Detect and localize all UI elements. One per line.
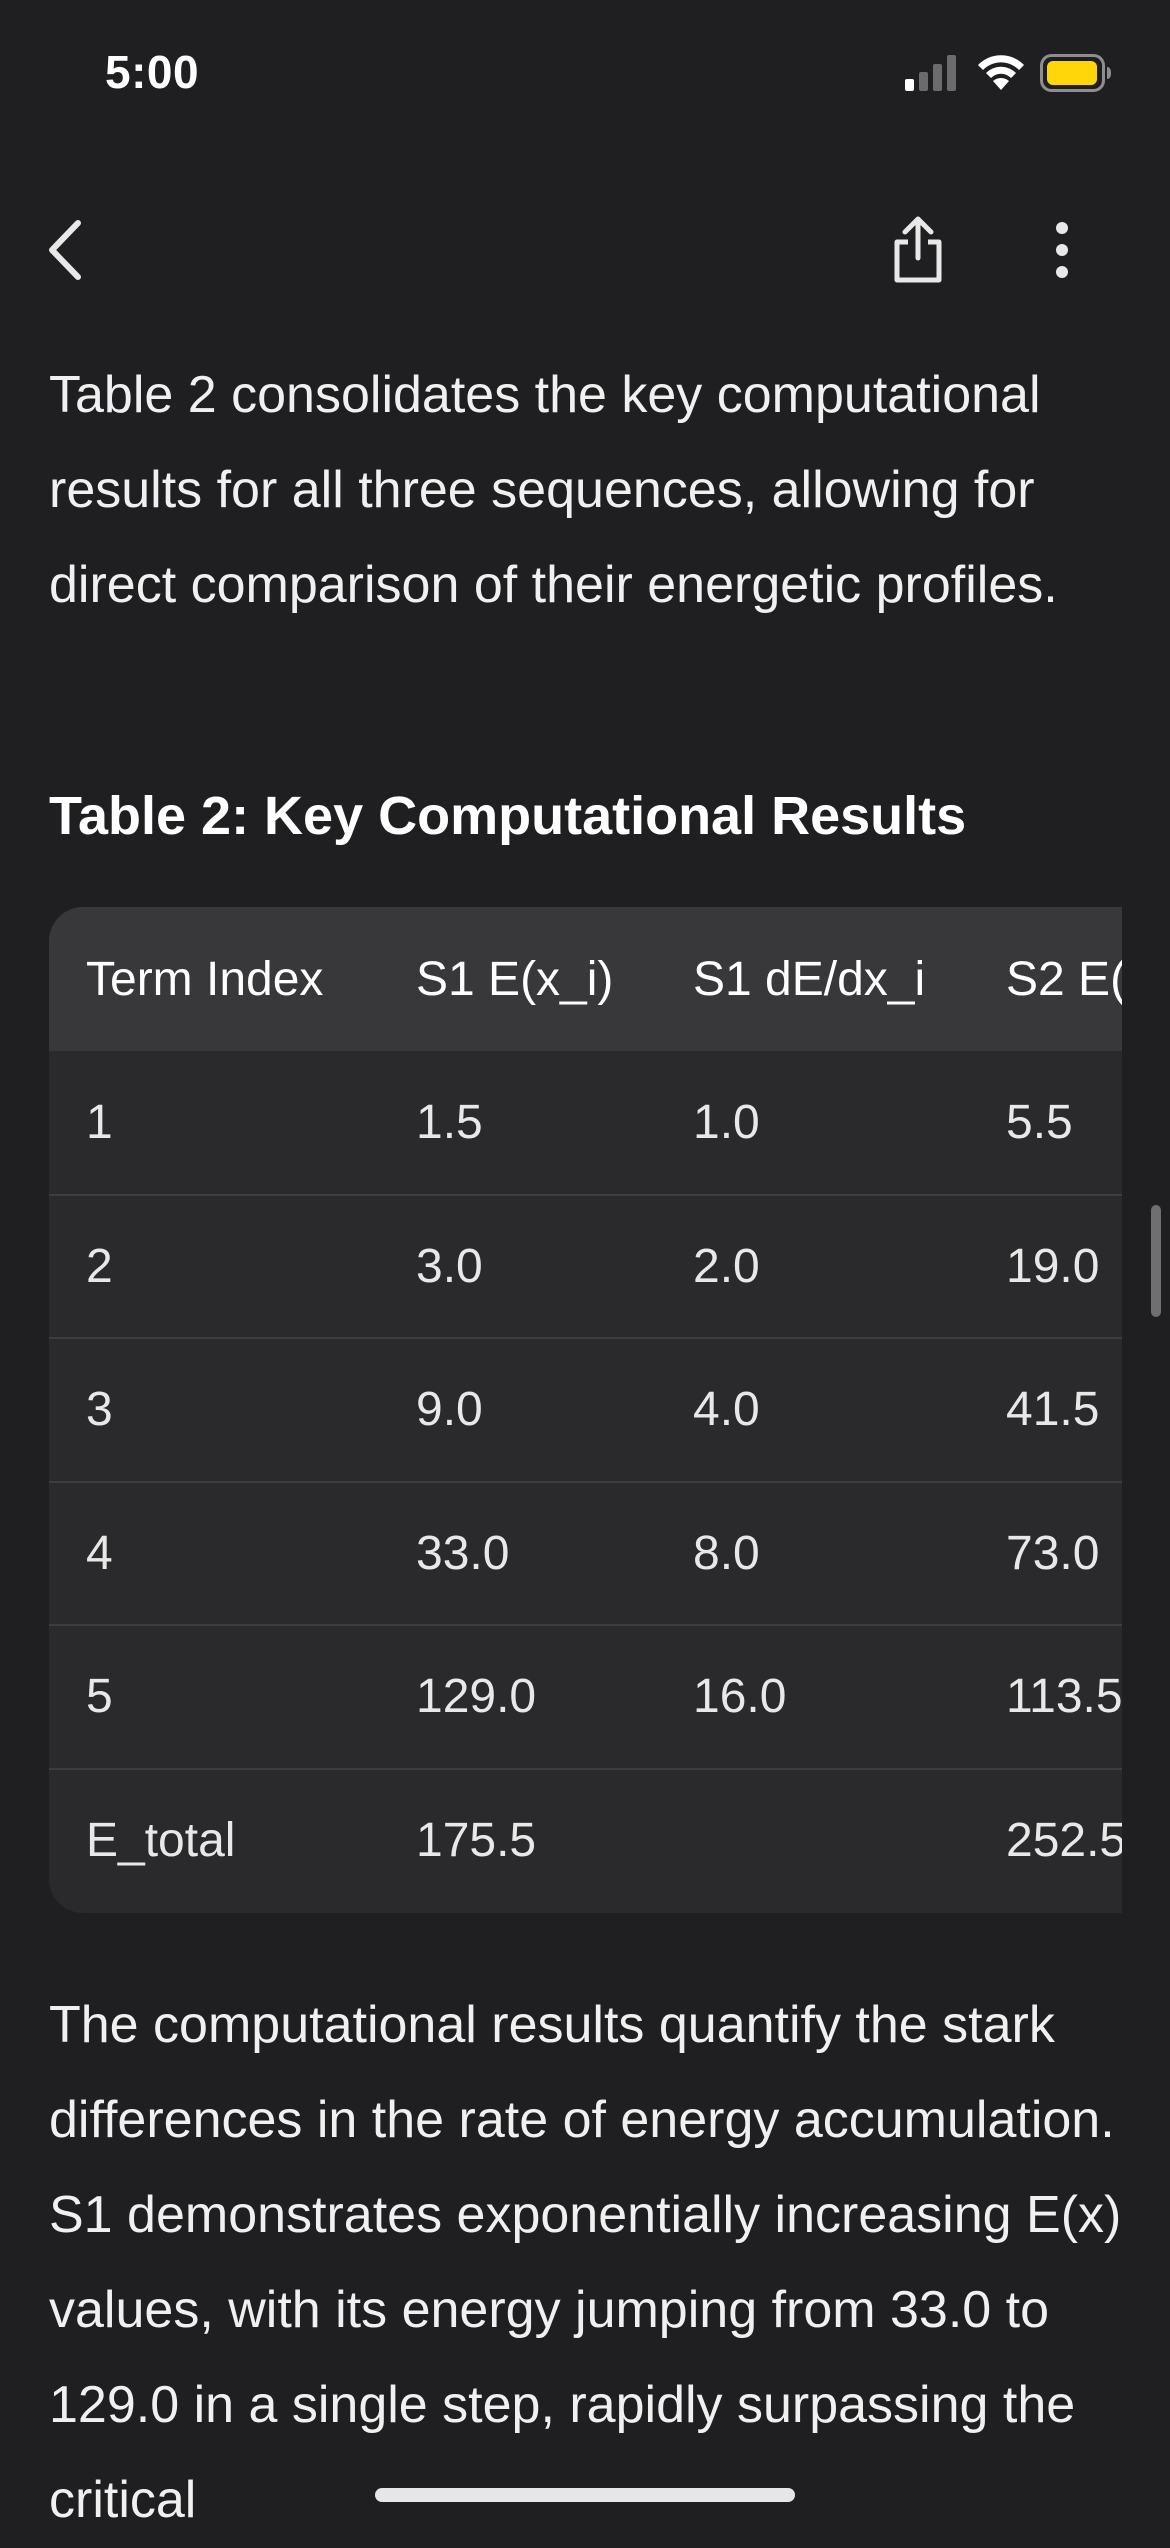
table-cell: 5.5: [1006, 1095, 1073, 1149]
wifi-icon: [978, 55, 1024, 90]
table-cell: 9.0: [416, 1383, 483, 1437]
table-header-row: Term Index S1 E(x_i) S1 dE/dx_i S2 E(x_i…: [49, 907, 1122, 1051]
share-button[interactable]: [878, 210, 958, 290]
share-icon: [894, 216, 942, 283]
table-cell: 3.0: [416, 1239, 483, 1293]
table-cell: 16.0: [693, 1670, 787, 1724]
table-cell: 5: [86, 1670, 113, 1724]
table-cell: 1.0: [693, 1095, 760, 1149]
table-title: Table 2: Key Computational Results: [49, 786, 967, 846]
table-row: 5 129.0 16.0 113.5: [49, 1625, 1122, 1769]
table-row: 4 33.0 8.0 73.0: [49, 1481, 1122, 1626]
table-header-cell: S1 dE/dx_i: [693, 952, 926, 1006]
battery-icon: [1040, 54, 1111, 92]
back-button[interactable]: [25, 210, 105, 290]
table-cell: 129.0: [416, 1670, 537, 1724]
table-row: 2 3.0 2.0 19.0: [49, 1194, 1122, 1339]
table-total-row: E_total 175.5 252.5: [49, 1768, 1122, 1913]
table-row: 1 1.5 1.0 5.5: [49, 1051, 1122, 1195]
navigation-bar: [0, 190, 1170, 300]
table-row: 3 9.0 4.0 41.5: [49, 1338, 1122, 1482]
table-cell: 19.0: [1006, 1239, 1100, 1293]
table-cell: 175.5: [416, 1814, 537, 1868]
more-vertical-icon: [1056, 222, 1068, 278]
intro-paragraph: Table 2 consolidates the key computation…: [49, 366, 1058, 614]
table-header-cell: S2 E(x_i): [1006, 952, 1122, 1006]
table-cell: 8.0: [693, 1526, 760, 1580]
table-cell: 1.5: [416, 1095, 483, 1149]
chevron-left-icon: [49, 220, 81, 280]
more-options-button[interactable]: [1022, 210, 1102, 290]
table-cell: 2: [86, 1239, 113, 1293]
status-time: 5:00: [105, 46, 200, 98]
table-cell: 2.0: [693, 1239, 760, 1293]
status-bar: 5:00: [0, 0, 1170, 150]
table-cell: [656, 1769, 969, 1913]
table-header-cell: Term Index: [86, 952, 324, 1006]
table-cell: 4.0: [693, 1383, 760, 1437]
results-table: Term Index S1 E(x_i) S1 dE/dx_i S2 E(x_i…: [49, 907, 1122, 1912]
table-cell: 1: [86, 1095, 113, 1149]
home-indicator[interactable]: [375, 2488, 795, 2502]
scrollbar-thumb[interactable]: [1151, 1205, 1161, 1317]
table-header-cell: S1 E(x_i): [416, 952, 614, 1006]
cellular-signal-icon: [905, 55, 956, 91]
table-cell: 3: [86, 1383, 113, 1437]
table-cell: 113.5: [1006, 1670, 1122, 1724]
table-cell: E_total: [86, 1814, 236, 1868]
table-cell: 4: [86, 1526, 113, 1580]
table-cell: 33.0: [416, 1526, 510, 1580]
table-cell: 41.5: [1006, 1383, 1100, 1437]
table-cell: 252.5: [1006, 1814, 1122, 1868]
results-paragraph: The computational results quantify the s…: [49, 1996, 1122, 2529]
table-cell: 73.0: [1006, 1526, 1100, 1580]
results-table-container[interactable]: Term Index S1 E(x_i) S1 dE/dx_i S2 E(x_i…: [49, 907, 1122, 1913]
